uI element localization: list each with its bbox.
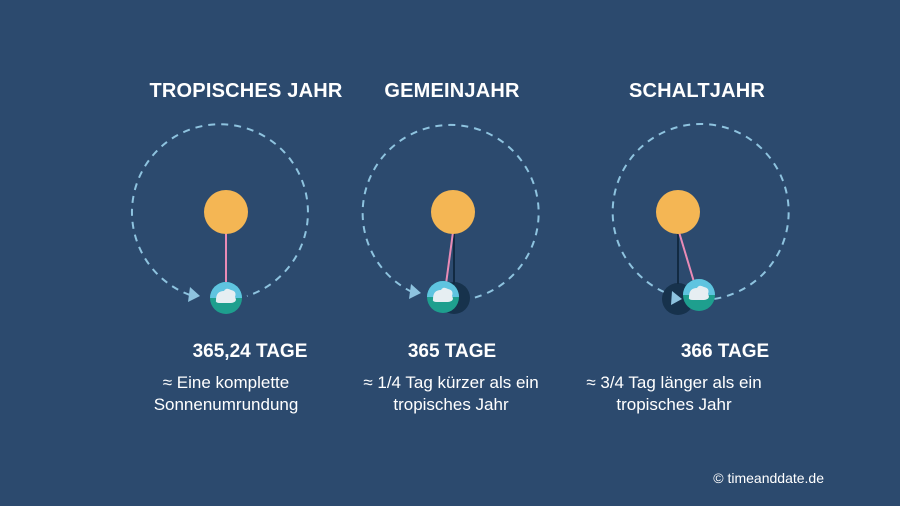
earth-icon-leap	[683, 279, 715, 311]
desc-common-year: ≈ 1/4 Tag kürzer als ein tropisches Jahr	[321, 372, 581, 416]
panel-common-graphic	[361, 123, 540, 314]
copyright-notice: © timeanddate.de	[713, 470, 824, 486]
panel-leap-graphic	[611, 123, 790, 315]
earth-icon-tropical	[210, 282, 242, 314]
orbit-ring-leap	[611, 123, 790, 301]
desc-tropical-year: ≈ Eine komplette Sonnenumrundung	[96, 372, 356, 416]
orbit-ring-tropical	[130, 123, 309, 297]
title-leap-year: SCHALTJAHR	[628, 80, 766, 102]
sun-earth-line-leap	[678, 231, 695, 283]
orbit-direction-arrow-tropical	[188, 287, 200, 302]
orbit-direction-arrow-common	[409, 284, 421, 299]
orbit-ring-common	[361, 123, 540, 300]
orbit-direction-arrow-leap	[671, 291, 682, 305]
desc-common-line-2: tropisches Jahr	[393, 395, 509, 414]
earth-icon-common	[427, 281, 459, 313]
title-common-year: GEMEINJAHR	[384, 80, 520, 102]
desc-leap-line-2: tropisches Jahr	[616, 395, 732, 414]
desc-tropical-line-1: ≈ Eine komplette	[162, 373, 290, 392]
desc-common-line-1: ≈ 1/4 Tag kürzer als ein	[363, 373, 539, 392]
panel-tropical-graphic	[130, 123, 309, 314]
sun-earth-line-common	[445, 231, 454, 285]
desc-tropical-line-2: Sonnenumrundung	[153, 395, 299, 414]
days-tropical-year: 365,24 TAGE	[192, 341, 308, 362]
sun-icon-common	[431, 190, 475, 234]
sun-icon-tropical	[204, 190, 248, 234]
days-common-year: 365 TAGE	[407, 341, 497, 362]
days-leap-year: 366 TAGE	[680, 341, 770, 362]
desc-leap-year: ≈ 3/4 Tag länger als ein tropisches Jahr	[544, 372, 804, 416]
desc-leap-line-1: ≈ 3/4 Tag länger als ein	[586, 373, 762, 392]
title-tropical-year: TROPISCHES JAHR	[149, 80, 343, 102]
sun-icon-leap	[656, 190, 700, 234]
